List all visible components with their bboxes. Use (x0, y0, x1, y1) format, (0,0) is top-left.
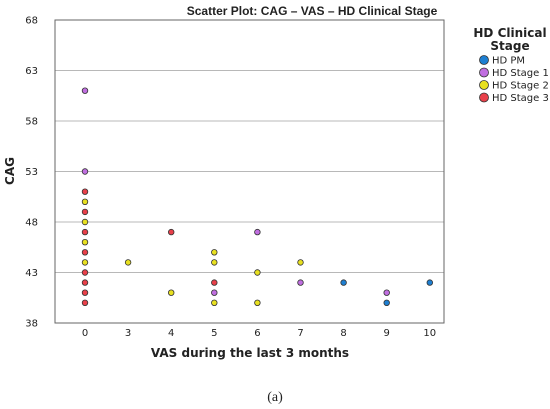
legend-marker-hd-stage-2 (479, 80, 489, 90)
point-hd-stage-3 (81, 269, 89, 276)
x-tick-label: 9 (384, 328, 390, 339)
point-hd-stage-1 (81, 87, 89, 94)
legend-title-line2: Stage (490, 39, 529, 53)
figure-caption: (a) (267, 390, 283, 405)
point-hd-stage-2 (297, 259, 304, 266)
legend-marker-hd-pm (479, 55, 489, 65)
x-tick-label: 3 (125, 328, 131, 339)
point-hd-pm (340, 279, 347, 286)
point-hd-pm (383, 299, 390, 306)
x-tick-label: 10 (423, 328, 436, 339)
legend-marker-hd-stage-3 (479, 92, 489, 103)
x-axis-label: VAS during the last 3 months (151, 346, 349, 360)
x-tick-label: 0 (82, 328, 88, 339)
y-tick-label: 48 (25, 218, 38, 229)
point-hd-stage-2 (211, 249, 218, 256)
point-hd-stage-3 (81, 228, 89, 236)
y-tick-label: 63 (25, 66, 38, 77)
point-hd-stage-2 (254, 269, 261, 276)
point-hd-stage-2 (81, 259, 89, 266)
point-hd-stage-1 (211, 289, 218, 296)
y-tick-label: 58 (25, 117, 38, 128)
legend-label-hd-pm: HD PM (492, 56, 525, 67)
legend-title-line1: HD Clinical (473, 26, 546, 40)
y-tick-label: 53 (25, 167, 38, 178)
point-hd-stage-3 (81, 208, 89, 216)
point-hd-stage-2 (167, 289, 175, 296)
point-hd-stage-3 (81, 249, 89, 256)
point-hd-stage-2 (81, 238, 89, 246)
point-hd-stage-3 (211, 279, 218, 286)
legend-label-hd-stage-2: HD Stage 2 (492, 81, 549, 92)
point-hd-stage-2 (81, 198, 89, 205)
x-tick-label: 5 (211, 328, 217, 339)
point-hd-stage-3 (81, 188, 89, 195)
point-hd-pm (426, 279, 433, 286)
gridlines (55, 70, 444, 273)
x-axis-ticks: 0 3 4 5 6 7 8 9 10 (82, 328, 436, 339)
x-tick-label: 4 (168, 328, 174, 339)
x-tick-label: 7 (297, 328, 303, 339)
y-axis-label: CAG (3, 157, 17, 185)
point-hd-stage-3 (81, 299, 89, 306)
point-hd-stage-1 (383, 289, 390, 296)
point-hd-stage-1 (297, 279, 304, 286)
point-hd-stage-2 (124, 259, 132, 266)
y-tick-label: 38 (25, 319, 38, 330)
y-tick-label: 68 (25, 16, 38, 27)
plot-frame (54, 19, 445, 324)
x-tick-label: 8 (340, 328, 346, 339)
point-hd-stage-2 (211, 259, 218, 266)
point-hd-stage-1 (254, 228, 261, 236)
legend-marker-hd-stage-1 (479, 67, 489, 78)
legend-label-hd-stage-3: HD Stage 3 (492, 93, 549, 104)
y-tick-label: 43 (25, 268, 38, 279)
point-hd-stage-2 (81, 218, 89, 226)
point-hd-stage-3 (167, 228, 175, 236)
data-points (81, 87, 433, 306)
point-hd-stage-3 (81, 279, 89, 286)
point-hd-stage-2 (211, 299, 218, 306)
chart-title: Scatter Plot: CAG – VAS – HD Clinical St… (187, 4, 438, 18)
legend-label-hd-stage-1: HD Stage 1 (492, 68, 549, 79)
point-hd-stage-3 (81, 289, 89, 296)
point-hd-stage-1 (81, 168, 89, 175)
y-axis-ticks: 38 43 48 53 58 63 68 (25, 16, 38, 330)
x-tick-label: 6 (254, 328, 260, 339)
point-hd-stage-2 (254, 299, 261, 306)
